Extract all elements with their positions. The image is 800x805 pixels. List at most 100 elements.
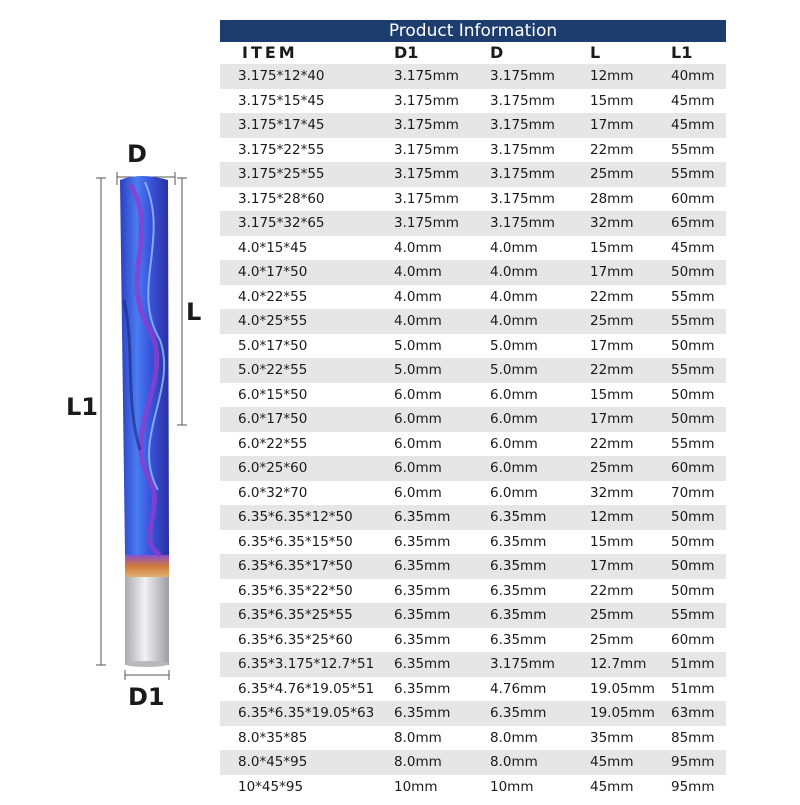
cell-d1: 5.0mm <box>394 337 442 354</box>
cell-l: 22mm <box>590 141 634 158</box>
table-row: 3.175*12*40 3.175mm 3.175mm 12mm 40mm <box>220 64 726 89</box>
cell-d: 6.35mm <box>490 705 547 721</box>
cell-item: 6.0*22*55 <box>238 435 308 452</box>
cell-l1: 55mm <box>671 313 715 329</box>
cell-l: 22mm <box>590 582 634 599</box>
table-row: 8.0*45*95 8.0mm 8.0mm 45mm 95mm <box>220 750 726 775</box>
cell-l1: 60mm <box>671 190 715 207</box>
cell-d1: 4.0mm <box>394 313 442 329</box>
cell-d: 4.0mm <box>490 288 538 305</box>
cell-d1: 3.175mm <box>394 117 459 133</box>
dimension-lines <box>96 172 187 680</box>
cell-d1: 4.0mm <box>394 264 442 280</box>
cell-l1: 95mm <box>671 754 715 770</box>
cell-d1: 6.0mm <box>394 386 442 403</box>
cell-l: 17mm <box>590 264 634 280</box>
table-row: 6.0*22*55 6.0mm 6.0mm 22mm 55mm <box>220 431 726 456</box>
cell-l: 32mm <box>590 484 634 501</box>
cell-d1: 6.35mm <box>394 656 451 672</box>
shank <box>125 575 169 665</box>
cell-item: 3.175*12*40 <box>238 68 325 84</box>
cell-l: 25mm <box>590 313 634 329</box>
cell-l: 15mm <box>590 239 634 256</box>
label-l: L <box>186 298 202 326</box>
cell-d: 3.175mm <box>490 141 555 158</box>
flute-body <box>120 176 169 555</box>
tool-diagram: D L L1 D1 <box>0 0 215 800</box>
cell-l: 12mm <box>590 509 634 525</box>
cell-l: 19.05mm <box>590 705 655 721</box>
table-row: 6.0*32*70 6.0mm 6.0mm 32mm 70mm <box>220 480 726 505</box>
cell-d1: 8.0mm <box>394 754 442 770</box>
cell-l1: 50mm <box>671 386 715 403</box>
cell-l1: 95mm <box>671 778 715 795</box>
cell-l1: 55mm <box>671 166 715 182</box>
cell-d: 6.0mm <box>490 484 538 501</box>
label-d1: D1 <box>128 683 165 711</box>
cell-d: 4.0mm <box>490 264 538 280</box>
cell-item: 6.0*32*70 <box>238 484 308 501</box>
table-row: 3.175*32*65 3.175mm 3.175mm 32mm 65mm <box>220 211 726 236</box>
cell-item: 6.35*3.175*12.7*51 <box>238 656 375 672</box>
cell-item: 4.0*22*55 <box>238 288 308 305</box>
cell-item: 8.0*45*95 <box>238 754 308 770</box>
table-body: 3.175*12*40 3.175mm 3.175mm 12mm 40mm 3.175*1… <box>220 64 726 799</box>
cell-d1: 4.0mm <box>394 288 442 305</box>
cell-d1: 3.175mm <box>394 92 459 109</box>
cell-l1: 50mm <box>671 411 715 427</box>
header-d1: D1 <box>394 43 419 62</box>
cell-l1: 63mm <box>671 705 715 721</box>
table-row: 6.35*6.35*17*50 6.35mm 6.35mm 17mm 50mm <box>220 554 726 579</box>
table-row: 3.175*22*55 3.175mm 3.175mm 22mm 55mm <box>220 137 726 162</box>
cell-l1: 45mm <box>671 117 715 133</box>
cell-item: 8.0*35*85 <box>238 729 308 746</box>
column-headers: ITEM D1 D L L1 <box>220 42 726 64</box>
cell-item: 4.0*15*45 <box>238 239 308 256</box>
table-row: 10*45*95 10mm 10mm 45mm 95mm <box>220 774 726 799</box>
cell-l1: 65mm <box>671 215 715 231</box>
cell-d1: 6.0mm <box>394 460 442 476</box>
header-item: ITEM <box>242 43 298 62</box>
cell-item: 6.35*6.35*25*60 <box>238 631 353 648</box>
label-l1: L1 <box>66 393 98 421</box>
cell-d: 6.35mm <box>490 558 547 574</box>
table-row: 6.35*6.35*12*50 6.35mm 6.35mm 12mm 50mm <box>220 505 726 530</box>
spiral-highlight <box>144 181 166 491</box>
cell-l: 17mm <box>590 117 634 133</box>
cell-l1: 60mm <box>671 631 715 648</box>
cell-l1: 50mm <box>671 509 715 525</box>
cell-item: 3.175*22*55 <box>238 141 325 158</box>
cell-l1: 55mm <box>671 607 715 623</box>
table-row: 5.0*17*50 5.0mm 5.0mm 17mm 50mm <box>220 333 726 358</box>
cell-d: 5.0mm <box>490 362 538 378</box>
cell-d1: 3.175mm <box>394 141 459 158</box>
cell-item: 6.0*25*60 <box>238 460 308 476</box>
cell-item: 4.0*25*55 <box>238 313 308 329</box>
cell-d1: 6.0mm <box>394 435 442 452</box>
table-row: 5.0*22*55 5.0mm 5.0mm 22mm 55mm <box>220 358 726 383</box>
cell-l: 32mm <box>590 215 634 231</box>
table-row: 6.0*15*50 6.0mm 6.0mm 15mm 50mm <box>220 382 726 407</box>
cell-item: 6.35*6.35*17*50 <box>238 558 353 574</box>
header-d: D <box>490 43 504 62</box>
cell-d1: 6.35mm <box>394 533 451 550</box>
table-row: 6.35*6.35*25*60 6.35mm 6.35mm 25mm 60mm <box>220 627 726 652</box>
table-row: 6.0*17*50 6.0mm 6.0mm 17mm 50mm <box>220 407 726 432</box>
cell-d1: 3.175mm <box>394 68 459 84</box>
cell-item: 6.35*6.35*12*50 <box>238 509 353 525</box>
table-row: 6.0*25*60 6.0mm 6.0mm 25mm 60mm <box>220 456 726 481</box>
cell-item: 3.175*25*55 <box>238 166 325 182</box>
cell-d: 4.0mm <box>490 239 538 256</box>
cell-item: 6.35*4.76*19.05*51 <box>238 680 375 697</box>
table-row: 4.0*17*50 4.0mm 4.0mm 17mm 50mm <box>220 260 726 285</box>
cell-item: 6.35*6.35*19.05*63 <box>238 705 375 721</box>
cell-l: 35mm <box>590 729 634 746</box>
cell-l1: 85mm <box>671 729 715 746</box>
cell-d1: 6.0mm <box>394 411 442 427</box>
cell-item: 6.35*6.35*15*50 <box>238 533 353 550</box>
cell-d: 6.0mm <box>490 435 538 452</box>
cell-d1: 10mm <box>394 778 438 795</box>
cell-l: 17mm <box>590 558 634 574</box>
table-row: 4.0*15*45 4.0mm 4.0mm 15mm 45mm <box>220 235 726 260</box>
cell-l: 12.7mm <box>590 656 647 672</box>
